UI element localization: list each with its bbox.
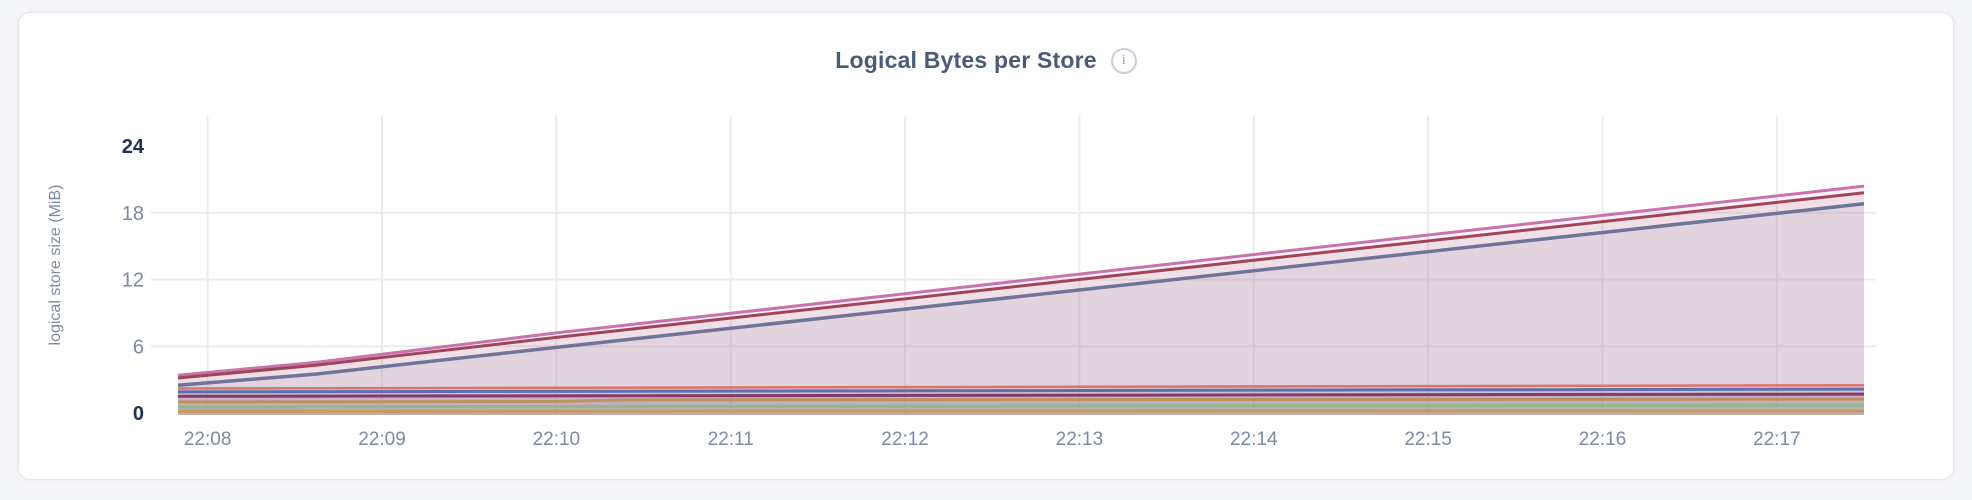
chart-card: Logical Bytes per Store i logical store … [18,12,1954,480]
y-tick-label: 24 [122,136,145,158]
x-tick-label: 22:14 [1230,429,1278,450]
y-axis-tick-labels: 0 6 12 18 24 [122,136,145,425]
x-tick-label: 22:17 [1753,429,1801,450]
line-series-2 [177,191,1865,380]
area-series-1 [178,186,1864,415]
line-series-4 [177,383,1865,390]
chart-title: Logical Bytes per Store [835,47,1097,73]
x-tick-label: 22:12 [881,429,929,450]
line-series-6 [177,392,1865,398]
gridlines [151,116,1876,413]
chart-header: Logical Bytes per Store i [19,47,1953,74]
y-tick-label: 6 [133,336,144,358]
line-series-7 [177,397,1865,404]
line-series-1 [177,184,1865,377]
line-series-8 [177,403,1865,409]
area-series-3 [178,203,1864,415]
line-series-5 [177,387,1865,394]
y-tick-label: 12 [122,270,144,292]
x-tick-label: 22:08 [184,429,232,450]
y-tick-label: 0 [133,403,144,425]
line-series-9 [177,409,1865,413]
x-tick-label: 22:11 [708,429,754,450]
x-tick-label: 22:10 [533,429,581,450]
y-axis-label: logical store size (MiB) [47,184,64,346]
x-tick-label: 22:15 [1404,429,1452,450]
series-lines [177,184,1865,413]
y-tick-label: 18 [122,203,144,225]
line-series-3 [177,202,1865,387]
info-icon[interactable]: i [1110,47,1137,74]
area-series-2 [178,192,1864,415]
x-tick-label: 22:13 [1056,429,1104,450]
chart-plot-area[interactable] [178,116,1864,413]
x-axis-tick-labels: 22:08 22:09 22:10 22:11 22:12 22:13 22:14 22:15… [184,429,1801,450]
x-tick-label: 22:09 [358,429,406,450]
x-tick-label: 22:16 [1579,429,1627,450]
